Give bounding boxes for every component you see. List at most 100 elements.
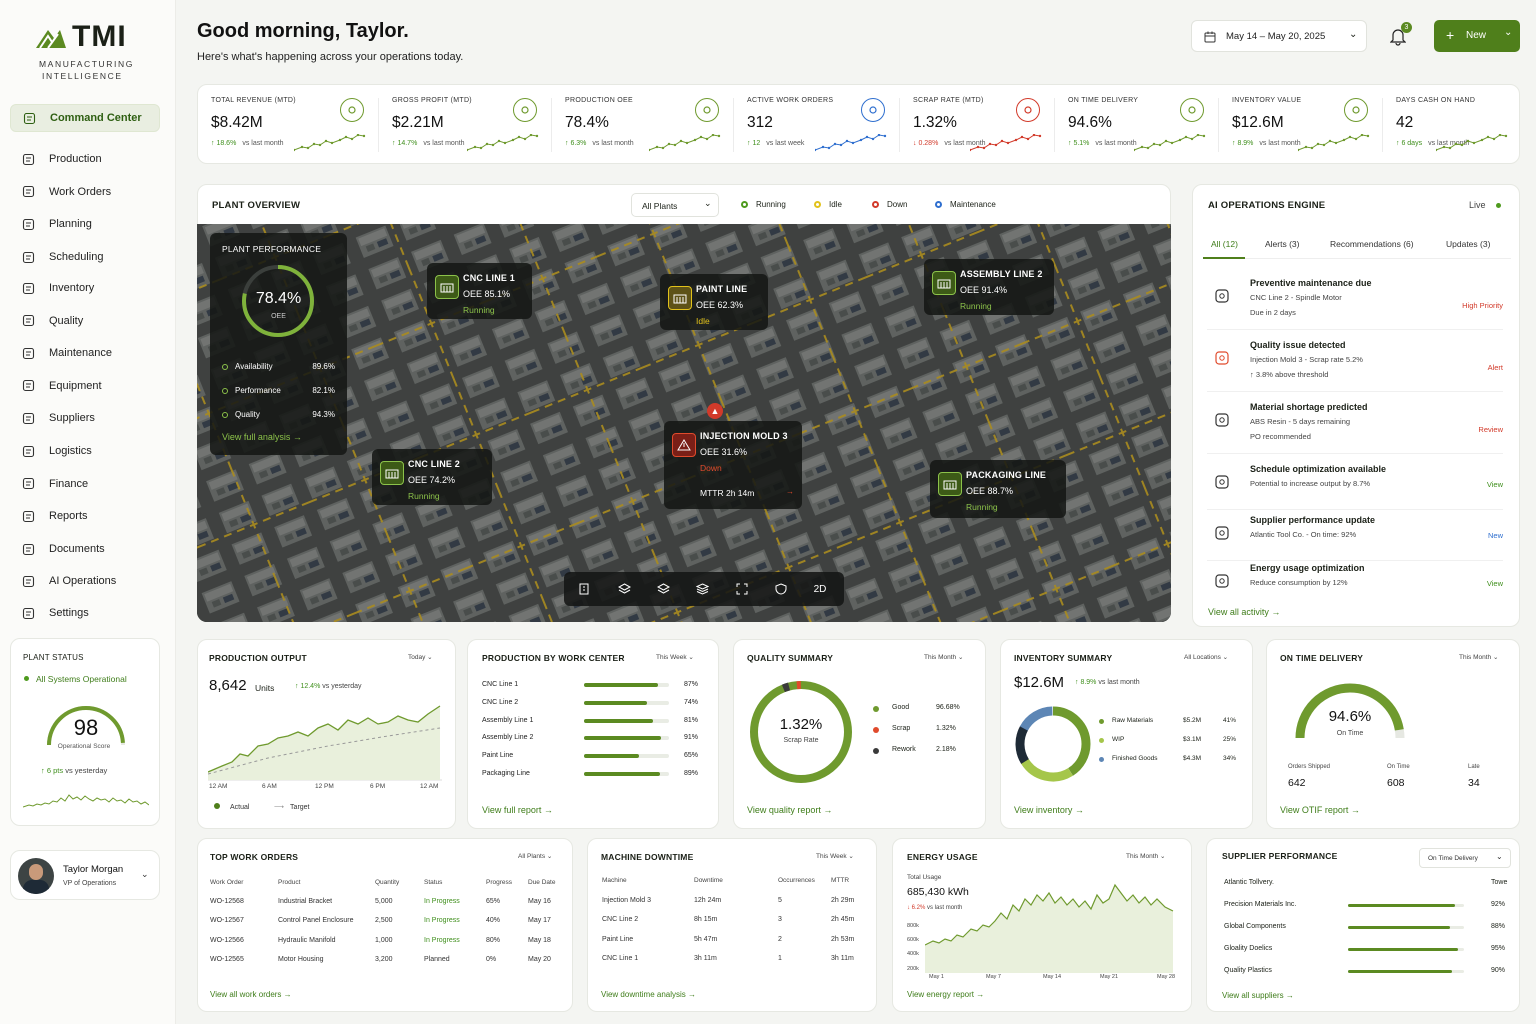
sidebar: TMI MANUFACTURING INTELLIGENCE Command C… [0,0,176,1024]
view-quality-report-link[interactable]: View quality report → [747,805,832,815]
energy-filter[interactable]: This Month ⌄ [1126,852,1165,860]
notifications-button[interactable]: 3 [1388,22,1412,48]
chevron-down-icon: ⌄ [427,654,433,661]
layers-icon[interactable] [608,573,640,605]
factory-icon [380,461,404,485]
kpi-card-5[interactable]: SCRAP RATE (MTD) 1.32% ↓ 0.28% vs last mont… [899,84,1054,164]
ai-item-tag[interactable]: Alert [1487,363,1503,372]
view-all-work-orders-link[interactable]: View all work orders → [210,990,292,999]
supplier-filter[interactable]: On Time Delivery ⌄ [1419,848,1511,868]
ai-item-tag[interactable]: High Priority [1462,301,1503,310]
kpi-card-1[interactable]: TOTAL REVENUE (MTD) $8.42M ↑ 18.6% vs last … [197,84,378,164]
sidebar-item-work-orders[interactable]: Work Orders [10,178,160,206]
sidebar-item-production[interactable]: Production [10,145,160,173]
inventory-filter[interactable]: All Locations ⌄ [1184,653,1228,661]
work-order-id[interactable]: WO-12568 [210,898,244,905]
view-2d-button[interactable]: 2D [813,583,827,595]
bell-icon [1390,29,1406,46]
live-indicator: Live [1469,200,1501,210]
inventory-row-amount: $5.2M [1183,717,1202,724]
view-full-analysis-link[interactable]: View full analysis → [222,432,302,442]
sidebar-item-settings[interactable]: Settings [10,599,160,627]
plant-filter-select[interactable]: All Plants ⌄ [631,193,719,217]
sidebar-item-quality[interactable]: Quality [10,307,160,335]
production-output-filter[interactable]: Today ⌄ [408,653,433,661]
ai-feed-item[interactable]: Preventive maintenance due CNC Line 2 - S… [1207,278,1503,330]
sidebar-item-logistics[interactable]: Logistics [10,437,160,465]
ai-feed-item[interactable]: Supplier performance update Atlantic Tool… [1207,515,1503,561]
ai-item-tag[interactable]: New [1487,531,1503,540]
work-orders-filter[interactable]: All Plants ⌄ [518,852,552,860]
sidebar-item-reports[interactable]: Reports [10,502,160,530]
sidebar-item-inventory[interactable]: Inventory [10,274,160,302]
ai-item-tag[interactable]: Review [1478,425,1503,434]
sidebar-item-planning[interactable]: Planning [10,210,160,238]
chevron-down-icon[interactable]: ⌄ [141,869,149,879]
line-card-paint-line[interactable]: PAINT LINE OEE 62.3% Idle [660,274,768,330]
work-order-id[interactable]: WO-12565 [210,955,244,963]
legend-target: ⟶ Target [274,803,310,811]
date-range-picker[interactable]: May 14 – May 20, 2025 ⌄ [1191,20,1367,52]
sidebar-item-maintenance[interactable]: Maintenance [10,339,160,367]
user-card[interactable]: Taylor Morgan VP of Operations ⌄ [10,850,160,900]
tab-all[interactable]: All (12) [1211,239,1238,249]
sidebar-item-documents[interactable]: Documents [10,535,160,563]
ai-item-divider [1207,453,1503,454]
otd-filter[interactable]: This Month ⌄ [1459,653,1498,661]
ai-feed-item[interactable]: Quality issue detected Injection Mold 3 -… [1207,340,1503,392]
shield-icon[interactable] [765,573,797,605]
map-toolbar: 2D [564,572,844,606]
building-icon[interactable] [568,573,600,605]
kpi-card-2[interactable]: GROSS PROFIT (MTD) $2.21M ↑ 14.7% vs last m… [378,84,551,164]
work-order-id[interactable]: WO-12566 [210,936,244,944]
legend-actual-label: Actual [230,804,250,811]
kpi-card-7[interactable]: INVENTORY VALUE $12.6M ↑ 8.9% vs last month [1218,84,1382,164]
clipboard-icon [22,185,35,198]
sidebar-item-command-center[interactable]: Command Center [10,104,160,132]
tab-alerts[interactable]: Alerts (3) [1265,239,1300,249]
ai-item-tag[interactable]: View [1486,480,1503,489]
quality-filter[interactable]: This Month ⌄ [924,653,963,661]
view-otif-report-link[interactable]: View OTIF report → [1280,805,1360,815]
plant-floor-map[interactable]: PLANT PERFORMANCE 78.4% OEE View full an… [197,224,1171,622]
kpi-card-3[interactable]: PRODUCTION OEE 78.4% ↑ 6.3% vs last month [551,84,733,164]
new-button[interactable]: + New ⌄ [1434,20,1520,52]
view-downtime-analysis-link[interactable]: View downtime analysis → [601,990,696,999]
view-all-suppliers-label: View all suppliers [1222,991,1284,1000]
stack-icon[interactable] [686,573,718,605]
tab-recommendations[interactable]: Recommendations (6) [1330,239,1414,249]
line-card-packaging-line[interactable]: PACKAGING LINE OEE 88.7% Running [930,460,1066,518]
line-card-assembly-line-2[interactable]: ASSEMBLY LINE 2 OEE 91.4% Running [924,259,1054,315]
view-full-report-link[interactable]: View full report → [482,805,553,815]
fullscreen-icon[interactable] [726,573,758,605]
ai-feed-item[interactable]: Energy usage optimization Reduce consumpt… [1207,563,1503,606]
tab-updates[interactable]: Updates (3) [1446,239,1491,249]
ai-item-tag[interactable]: View [1486,579,1503,588]
chevron-down-icon: ⌄ [704,198,712,208]
work-order-id[interactable]: WO-12567 [210,917,244,925]
line-card-injection-mold-3[interactable]: INJECTION MOLD 3 OEE 31.6% Down MTTR 2h 14m… [664,421,802,509]
view-all-activity-link[interactable]: View all activity → [1208,607,1280,617]
kpi-card-4[interactable]: ACTIVE WORK ORDERS 312 ↑ 12 vs last week [733,84,899,164]
kpi-sparkline [467,134,539,152]
table-cell: Hydraulic Manifold [278,936,336,944]
ai-feed-item[interactable]: Material shortage predicted ABS Resin - 5… [1207,402,1503,454]
table-cell: 3,200 [375,955,393,963]
view-energy-report-link[interactable]: View energy report → [907,990,984,999]
ai-feed-item[interactable]: Schedule optimization available Potential… [1207,464,1503,510]
sidebar-item-equipment[interactable]: Equipment [10,372,160,400]
work-center-filter[interactable]: This Week ⌄ [656,653,694,661]
sidebar-item-suppliers[interactable]: Suppliers [10,404,160,432]
view-all-suppliers-link[interactable]: View all suppliers → [1222,991,1294,1000]
sidebar-item-scheduling[interactable]: Scheduling [10,243,160,271]
line-card-cnc-line-1[interactable]: CNC LINE 1 OEE 85.1% Running [427,263,532,319]
downtime-filter[interactable]: This Week ⌄ [816,852,854,860]
brand-logo[interactable]: TMI MANUFACTURING INTELLIGENCE [34,20,144,81]
sidebar-item-finance[interactable]: Finance [10,470,160,498]
kpi-card-6[interactable]: ON TIME DELIVERY 94.6% ↑ 5.1% vs last month [1054,84,1218,164]
line-card-cnc-line-2[interactable]: CNC LINE 2 OEE 74.2% Running [372,449,492,505]
kpi-card-8[interactable]: DAYS CASH ON HAND 42 ↑ 6 days vs last month [1382,84,1520,164]
layers-alt-icon[interactable] [647,573,679,605]
view-inventory-link[interactable]: View inventory → [1014,805,1084,815]
sidebar-item-ai-operations[interactable]: AI Operations [10,567,160,595]
